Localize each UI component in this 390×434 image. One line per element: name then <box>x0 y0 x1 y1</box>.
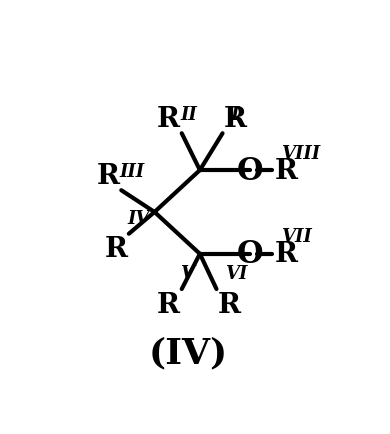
Text: R: R <box>97 162 120 189</box>
Text: IV: IV <box>127 210 150 227</box>
Text: O: O <box>236 155 263 186</box>
Text: R: R <box>224 105 247 132</box>
Text: R: R <box>275 241 298 268</box>
Text: II: II <box>180 106 197 124</box>
Text: R: R <box>218 291 241 318</box>
Text: (IV): (IV) <box>148 336 227 370</box>
Text: VI: VI <box>225 265 247 283</box>
Text: VIII: VIII <box>281 145 320 162</box>
Text: V: V <box>180 265 194 283</box>
Text: VII: VII <box>281 228 312 246</box>
Text: O: O <box>236 239 263 270</box>
Text: III: III <box>120 163 145 181</box>
Text: I: I <box>231 106 239 124</box>
Text: R: R <box>105 236 127 263</box>
Text: R: R <box>157 291 180 318</box>
Text: R: R <box>275 157 298 184</box>
Text: R: R <box>157 105 180 132</box>
